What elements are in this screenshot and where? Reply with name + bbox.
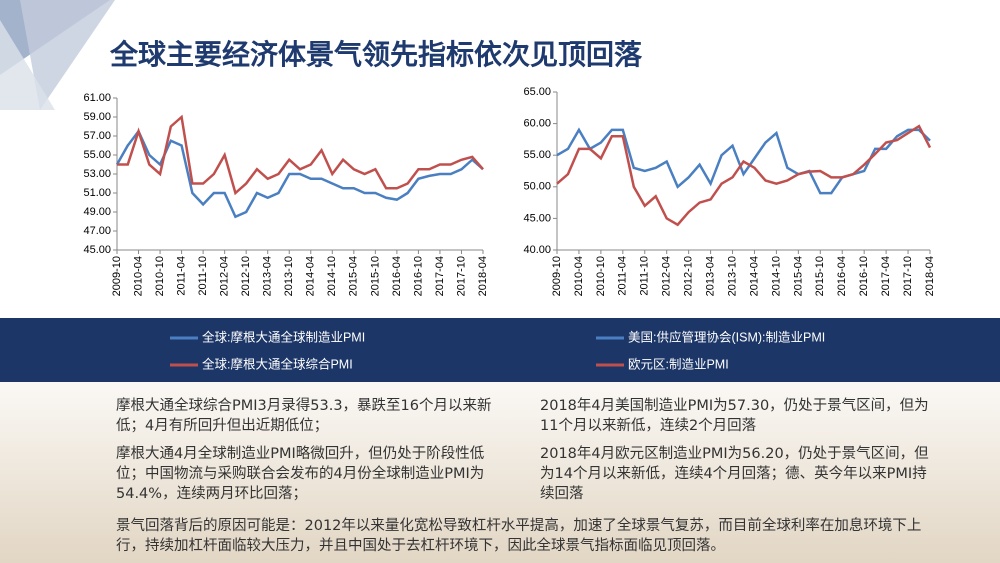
y-tick-label: 61.00	[83, 92, 111, 104]
legend-band	[0, 318, 1000, 382]
x-tick-label: 2013-04	[262, 256, 274, 296]
x-tick-label: 2015-10	[369, 256, 381, 296]
y-tick-label: 51.00	[83, 187, 111, 199]
paragraph: 2018年4月美国制造业PMI为57.30，仍处于景气区间，但为11个月以来新低…	[540, 398, 929, 434]
decor	[20, 0, 115, 110]
x-tick-label: 2015-04	[348, 256, 360, 296]
paragraph: 摩根大通全球综合PMI3月录得53.3，暴跌至16个月以来新低；4月有所回升但出…	[116, 398, 492, 434]
y-tick-label: 47.00	[83, 225, 111, 237]
paragraph: 景气回落背后的原因可能是：2012年以来量化宽松导致杠杆水平提高，加速了全球景气…	[116, 518, 922, 554]
x-tick-label: 2017-04	[434, 256, 446, 296]
x-tick-label: 2016-04	[391, 256, 403, 296]
paragraph: 2018年4月欧元区制造业PMI为56.20，仍处于景气区间，但为14个月以来新…	[540, 446, 929, 502]
series-line	[556, 127, 931, 195]
x-tick-label: 2009-10	[551, 256, 563, 296]
y-tick-label: 45.00	[83, 244, 111, 256]
y-tick-label: 40.00	[523, 244, 551, 256]
legend-label: 全球:摩根大通全球制造业PMI	[202, 329, 365, 344]
y-tick-label: 59.00	[83, 111, 111, 123]
legend-label: 欧元区:制造业PMI	[628, 357, 729, 371]
series-line	[556, 124, 932, 227]
x-tick-label: 2015-04	[792, 256, 804, 296]
x-tick-label: 2011-10	[197, 256, 209, 296]
x-tick-label: 2014-10	[770, 256, 782, 296]
decor	[0, 20, 55, 110]
x-tick-label: 2013-10	[283, 256, 295, 296]
paragraph: 摩根大通4月全球制造业PMI略微回升，但仍处于阶段性低位；中国物流与采购联合会发…	[116, 446, 485, 502]
x-tick-label: 2018-04	[477, 256, 489, 296]
x-tick-label: 2013-04	[704, 256, 716, 296]
x-tick-label: 2012-10	[683, 256, 695, 296]
x-tick-label: 2011-04	[617, 256, 629, 296]
x-tick-label: 2010-10	[595, 256, 607, 296]
x-tick-label: 2011-10	[639, 256, 651, 296]
y-tick-label: 55.00	[83, 149, 111, 161]
y-tick-label: 53.00	[83, 168, 111, 180]
y-tick-label: 49.00	[83, 206, 111, 218]
x-tick-label: 2016-10	[858, 256, 870, 296]
x-tick-label: 2010-04	[132, 256, 144, 296]
y-tick-label: 45.00	[523, 212, 551, 224]
series-line	[115, 128, 484, 219]
x-tick-label: 2017-04	[880, 256, 892, 296]
y-tick-label: 57.00	[83, 130, 111, 142]
x-tick-label: 2011-04	[175, 256, 187, 296]
legend-label: 美国:供应管理协会(ISM):制造业PMI	[628, 329, 825, 344]
x-tick-label: 2012-04	[219, 256, 231, 296]
x-tick-label: 2017-10	[902, 256, 914, 296]
x-tick-label: 2014-04	[748, 256, 760, 296]
y-tick-label: 55.00	[523, 149, 551, 161]
x-tick-label: 2018-04	[924, 256, 936, 296]
x-tick-label: 2017-10	[455, 256, 467, 296]
x-tick-label: 2016-10	[412, 256, 424, 296]
x-tick-label: 2014-04	[305, 256, 317, 296]
x-tick-label: 2012-10	[240, 256, 252, 296]
x-tick-label: 2010-04	[573, 256, 585, 296]
x-tick-label: 2016-04	[836, 256, 848, 296]
slide-title: 全球主要经济体景气领先指标依次见顶回落	[109, 38, 643, 71]
x-tick-label: 2013-10	[726, 256, 738, 296]
x-tick-label: 2010-10	[154, 256, 166, 296]
x-tick-label: 2014-10	[326, 256, 338, 296]
x-tick-label: 2012-04	[661, 256, 673, 296]
y-tick-label: 50.00	[523, 181, 551, 193]
legend-label: 全球:摩根大通全球综合PMI	[202, 356, 353, 371]
series-line	[117, 114, 484, 196]
x-tick-label: 2015-10	[814, 256, 826, 296]
y-tick-label: 60.00	[523, 118, 551, 130]
x-tick-label: 2009-10	[111, 256, 123, 296]
y-tick-label: 65.00	[523, 86, 551, 98]
